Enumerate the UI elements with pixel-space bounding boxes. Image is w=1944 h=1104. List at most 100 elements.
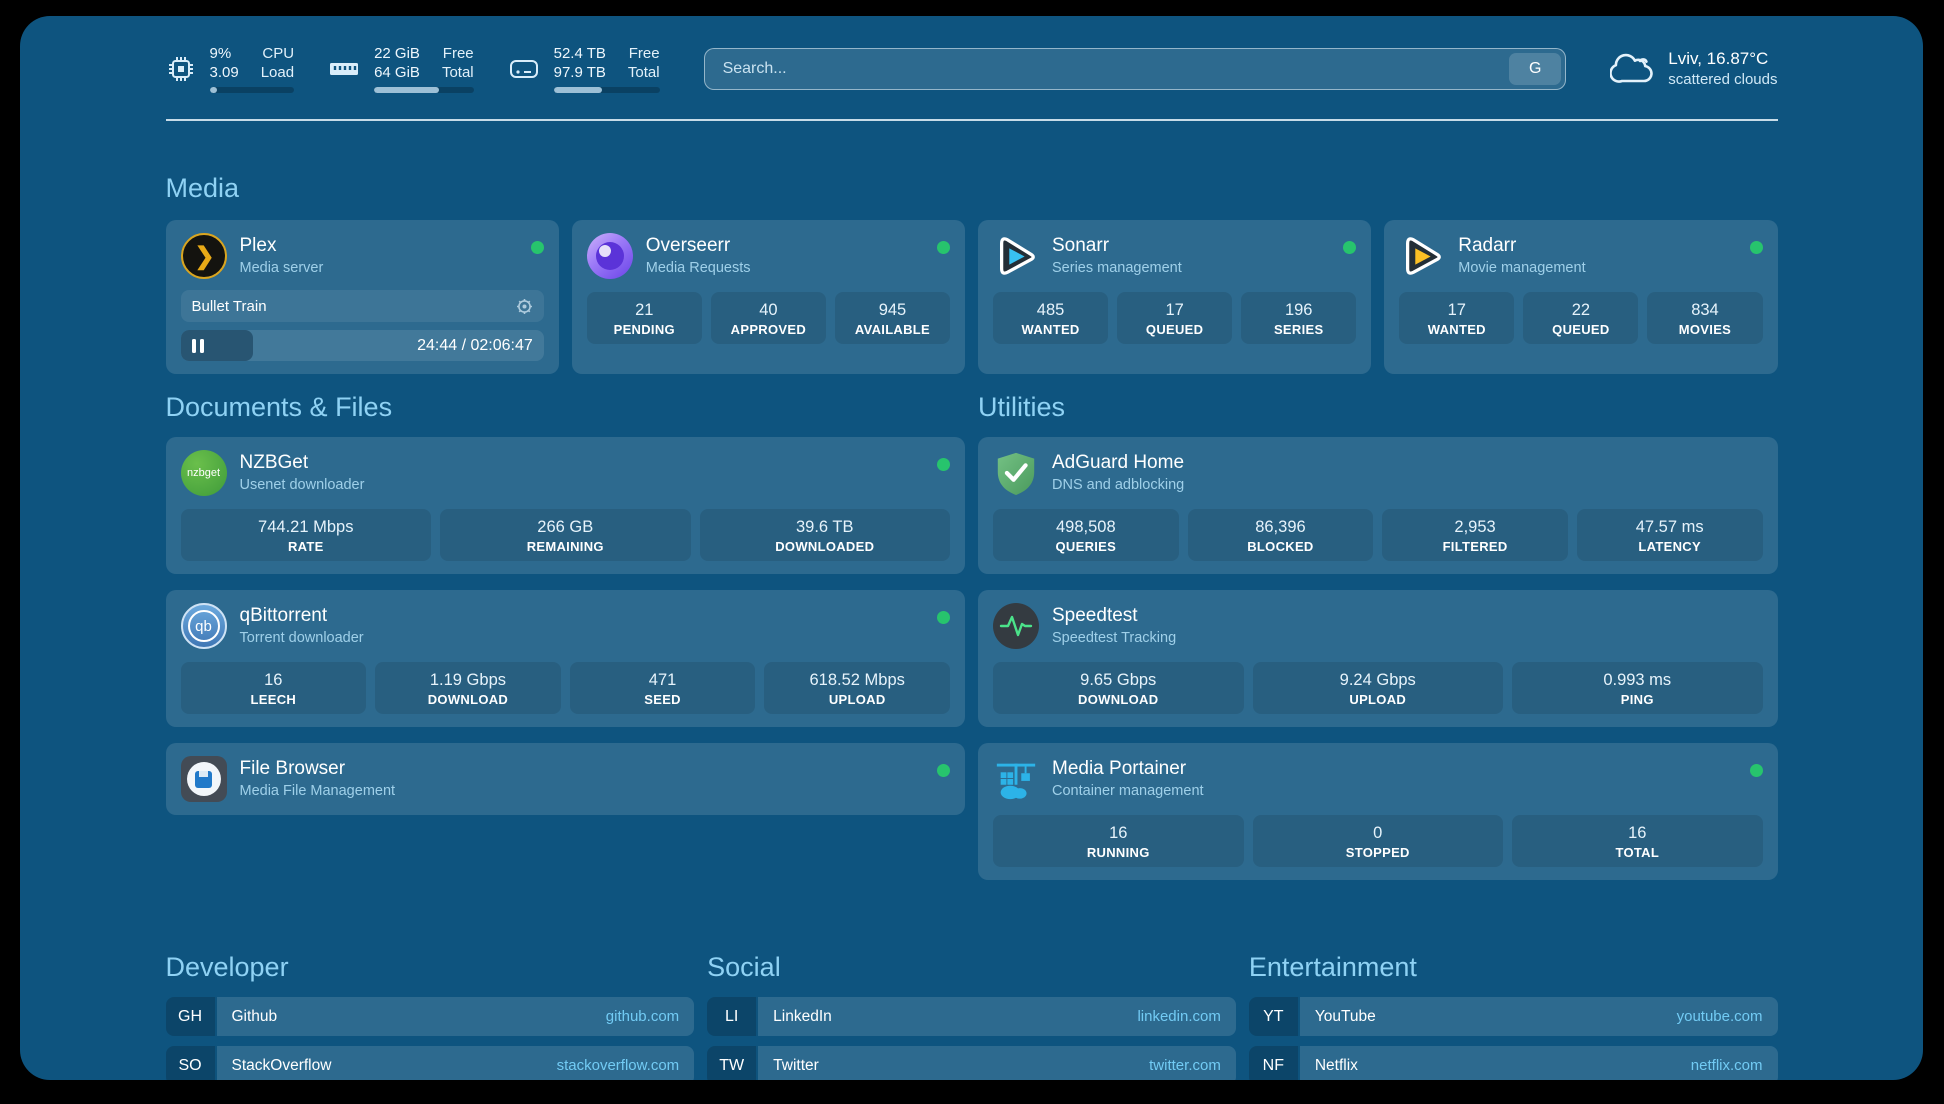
service-name: NZBGet [239, 452, 309, 473]
stat-queued: 17 QUEUED [1117, 292, 1233, 344]
top-header: 9% CPU 3.09 Load [166, 44, 1778, 93]
service-subtitle: Media File Management [239, 783, 396, 799]
service-card-sonarr[interactable]: Sonarr Series management 485 WANTED 17 Q… [978, 220, 1372, 374]
disk-total-label: Total [627, 64, 660, 81]
stat-downloaded: 39.6 TB DOWNLOADED [699, 509, 950, 561]
stat-total: 16 TOTAL [1512, 815, 1763, 867]
memory-free-label: Free [442, 45, 474, 62]
service-card-adguard[interactable]: AdGuard Home DNS and adblocking 498,508 … [978, 437, 1778, 574]
service-subtitle: Usenet downloader [239, 477, 365, 493]
bookmark-url: youtube.com [1676, 1008, 1763, 1025]
service-name: Sonarr [1052, 235, 1110, 256]
bookmark-abbr: LI [707, 997, 759, 1036]
section-title-developer: Developer [165, 952, 289, 982]
weather-widget: Lviv, 16.87°C scattered clouds [1610, 48, 1778, 89]
stat-wanted: 17 WANTED [1399, 292, 1515, 344]
cpu-stat: 9% CPU 3.09 Load [166, 44, 295, 93]
service-name: Media Portainer [1052, 758, 1187, 779]
bookmark-name: StackOverflow [231, 1056, 332, 1074]
cpu-usage-value: 9% [209, 45, 232, 62]
service-name: Overseerr [645, 235, 731, 256]
bookmark-stackoverflow[interactable]: SO StackOverflow stackoverflow.com [165, 1046, 695, 1080]
stat-latency: 47.57 ms LATENCY [1576, 509, 1763, 561]
bookmark-url: stackoverflow.com [556, 1057, 680, 1074]
bookmark-name: Netflix [1314, 1056, 1358, 1074]
section-title-entertainment: Entertainment [1248, 952, 1417, 982]
service-name: Plex [239, 235, 277, 256]
service-card-nzbget[interactable]: nzbget NZBGet Usenet downloader 744.21 M… [165, 437, 965, 574]
service-card-plex[interactable]: ❯ Plex Media server Bullet Train [165, 220, 559, 374]
section-title-utilities: Utilities [978, 392, 1066, 422]
disk-free-value: 52.4 TB [553, 45, 606, 62]
header-divider [165, 119, 1778, 121]
disk-icon [508, 54, 540, 84]
bookmark-github[interactable]: GH Github github.com [165, 997, 695, 1036]
gear-icon[interactable] [516, 298, 533, 315]
service-card-qbittorrent[interactable]: qb qBittorrent Torrent downloader 16 LEE… [165, 590, 965, 727]
service-subtitle: Speedtest Tracking [1052, 630, 1177, 646]
service-name: AdGuard Home [1052, 452, 1185, 473]
service-card-filebrowser[interactable]: File Browser Media File Management [165, 743, 965, 815]
service-name: File Browser [239, 758, 346, 779]
stat-upload: 9.24 Gbps UPLOAD [1252, 662, 1503, 714]
stat-running: 16 RUNNING [993, 815, 1244, 867]
search-input[interactable] [703, 47, 1567, 90]
bookmark-name: Twitter [773, 1056, 819, 1074]
bookmark-name: YouTube [1314, 1007, 1376, 1025]
disk-total-value: 97.9 TB [553, 64, 606, 81]
stat-upload: 618.52 Mbps UPLOAD [764, 662, 950, 714]
service-card-portainer[interactable]: Media Portainer Container management 16 … [978, 743, 1778, 880]
status-dot [530, 241, 544, 254]
playback-time: 24:44 / 02:06:47 [417, 336, 533, 354]
speedtest-icon [993, 603, 1039, 649]
cpu-load-value: 3.09 [209, 64, 239, 81]
section-title-media: Media [165, 173, 240, 203]
bookmarks-social: Social LI LinkedIn linkedin.com TW Twitt… [707, 952, 1236, 1080]
service-subtitle: Media server [239, 260, 324, 276]
bookmark-abbr: GH [165, 997, 217, 1036]
memory-icon [328, 54, 360, 84]
stat-download: 9.65 Gbps DOWNLOAD [993, 662, 1244, 714]
memory-progress-bar [374, 87, 474, 93]
pause-icon[interactable] [191, 338, 204, 353]
plex-icon: ❯ [180, 233, 227, 279]
cpu-label: CPU [262, 45, 295, 62]
cpu-load-label: Load [260, 64, 295, 81]
section-title-documents: Documents & Files [165, 392, 393, 422]
cpu-progress-bar [209, 87, 295, 93]
cpu-icon [166, 54, 196, 84]
disk-free-label: Free [628, 45, 660, 62]
sonarr-icon [993, 233, 1039, 279]
search-engine-button[interactable]: G [1509, 52, 1562, 85]
bookmark-name: LinkedIn [773, 1007, 832, 1025]
system-stats: 9% CPU 3.09 Load [166, 44, 660, 93]
weather-condition: scattered clouds [1668, 71, 1778, 88]
stat-rate: 744.21 Mbps RATE [180, 509, 431, 561]
stat-available: 945 AVAILABLE [834, 292, 950, 344]
stat-series: 196 SERIES [1241, 292, 1357, 344]
service-subtitle: Series management [1052, 260, 1182, 276]
bookmark-netflix[interactable]: NF Netflix netflix.com [1248, 1046, 1778, 1080]
bookmark-linkedin[interactable]: LI LinkedIn linkedin.com [707, 997, 1236, 1036]
service-card-overseerr[interactable]: Overseerr Media Requests 21 PENDING 40 A… [571, 220, 965, 374]
status-dot [937, 764, 950, 777]
bookmark-url: netflix.com [1690, 1057, 1763, 1074]
stat-queued: 22 QUEUED [1523, 292, 1639, 344]
dashboard-panel: 9% CPU 3.09 Load [20, 16, 1923, 1080]
stat-queries: 498,508 QUERIES [993, 509, 1179, 561]
memory-total-value: 64 GiB [374, 64, 420, 81]
service-card-radarr[interactable]: Radarr Movie management 17 WANTED 22 QUE… [1384, 220, 1778, 374]
status-dot [1749, 764, 1763, 777]
now-playing-title: Bullet Train [191, 297, 267, 315]
documents-column: Documents & Files nzbget NZBGet Usenet d… [165, 392, 965, 896]
service-subtitle: Media Requests [645, 260, 751, 276]
memory-total-label: Total [441, 64, 474, 81]
stat-download: 1.19 Gbps DOWNLOAD [375, 662, 561, 714]
bookmark-youtube[interactable]: YT YouTube youtube.com [1248, 997, 1778, 1036]
playback-progress-bar: 24:44 / 02:06:47 [180, 330, 544, 361]
service-card-speedtest[interactable]: Speedtest Speedtest Tracking 9.65 Gbps D… [978, 590, 1778, 727]
bookmark-url: github.com [605, 1008, 680, 1025]
stat-stopped: 0 STOPPED [1252, 815, 1503, 867]
bookmark-twitter[interactable]: TW Twitter twitter.com [707, 1046, 1236, 1080]
stat-blocked: 86,396 BLOCKED [1187, 509, 1374, 561]
